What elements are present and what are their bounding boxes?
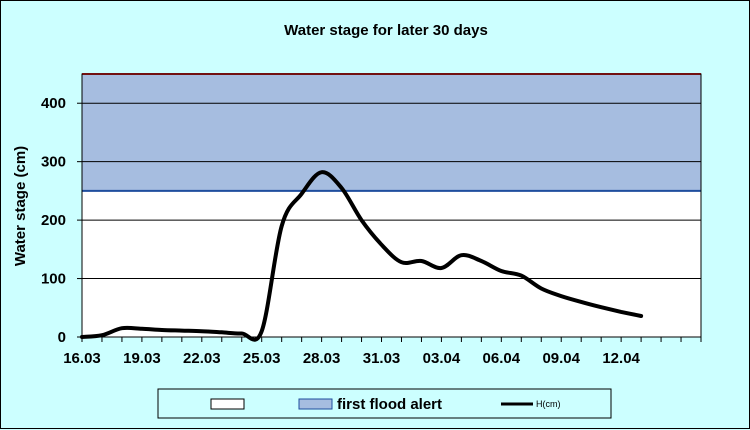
y-axis-ticks: 0 100 200 300 400 xyxy=(41,95,82,346)
x-axis-ticks: 16.03 19.03 22.03 25.03 28.03 31.03 03.04 06.04… xyxy=(63,337,702,367)
y-tick-label: 100 xyxy=(41,271,66,288)
x-tick-label: 06.04 xyxy=(483,350,521,367)
y-axis-label: Water stage (cm) xyxy=(12,146,29,266)
x-tick-label: 03.04 xyxy=(423,350,461,367)
series-line-h-cm xyxy=(80,170,644,342)
band-first-flood-alert xyxy=(82,74,701,191)
x-tick-label: 28.03 xyxy=(303,350,341,367)
x-tick-label: 25.03 xyxy=(243,350,281,367)
chart-title: Water stage for later 30 days xyxy=(284,22,488,39)
y-tick-label: 0 xyxy=(58,329,66,346)
gridlines xyxy=(82,102,701,280)
legend-swatch-white-band xyxy=(210,398,245,410)
x-tick-label: 16.03 xyxy=(63,350,101,367)
plot-border xyxy=(81,73,702,338)
legend-label-series: H(cm) xyxy=(536,399,561,409)
y-tick-label: 400 xyxy=(41,95,66,112)
y-tick-label: 300 xyxy=(41,154,66,171)
legend-label-flood-alert: first flood alert xyxy=(337,396,442,413)
x-tick-label: 19.03 xyxy=(123,350,161,367)
x-tick-label: 09.04 xyxy=(542,350,580,367)
plot-area xyxy=(81,73,702,338)
band-below-alert xyxy=(82,190,701,337)
y-tick-label: 200 xyxy=(41,212,66,229)
x-tick-label: 22.03 xyxy=(183,350,221,367)
legend-swatch-flood-alert xyxy=(298,398,333,410)
legend: first flood alert H(cm) xyxy=(157,388,612,419)
x-tick-label: 12.04 xyxy=(602,350,640,367)
x-tick-label: 31.03 xyxy=(363,350,401,367)
